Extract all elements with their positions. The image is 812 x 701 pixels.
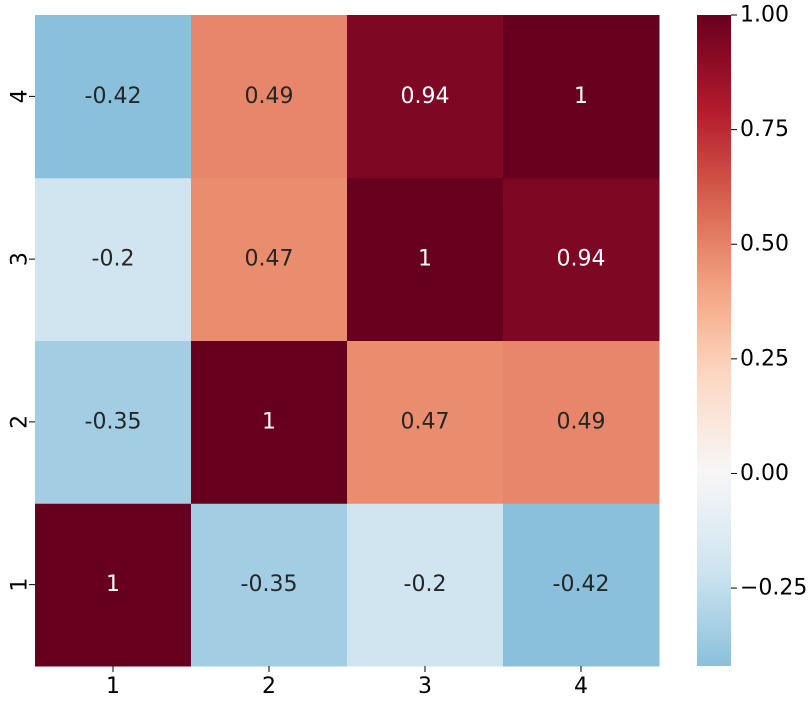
heatmap-cell — [35, 340, 192, 504]
cell-value-label: -0.2 — [92, 247, 135, 272]
cell-value-label: -0.42 — [553, 572, 610, 597]
heatmap-cell — [191, 503, 348, 667]
heatmap-grid: 1 -0.35 -0.2 -0.42 -0.35 1 0.47 0.49 -0.2 0.47 1 0.… — [35, 15, 660, 667]
cell-value-label: -0.42 — [85, 84, 142, 109]
y-tick-label: 4 — [8, 89, 33, 103]
y-axis: 1 2 3 4 — [8, 89, 35, 592]
cell-value-label: 1 — [262, 409, 276, 434]
x-axis: 1 2 3 4 — [106, 666, 588, 699]
cell-value-label: 1 — [106, 572, 120, 597]
cell-value-label: 0.94 — [557, 247, 606, 272]
x-tick-label: 3 — [418, 674, 432, 699]
heatmap-cell — [35, 503, 192, 667]
heatmap-cell — [503, 177, 660, 341]
heatmap-cell — [503, 340, 660, 504]
colorbar-ticks: 1.00 0.75 0.50 0.25 0.00 −0.25 — [731, 3, 807, 601]
heatmap-cell — [191, 340, 348, 504]
heatmap-cell — [347, 503, 504, 667]
colorbar: 1.00 0.75 0.50 0.25 0.00 −0.25 — [697, 3, 807, 666]
heatmap-cell — [503, 503, 660, 667]
colorbar-tick-label: 1.00 — [740, 3, 789, 28]
cell-value-label: 0.94 — [401, 84, 450, 109]
x-tick-label: 1 — [106, 674, 120, 699]
heatmap-cell — [347, 340, 504, 504]
cell-value-label: -0.35 — [85, 409, 142, 434]
cell-value-label: 0.47 — [401, 409, 450, 434]
heatmap-cell — [347, 177, 504, 341]
cell-value-label: -0.35 — [241, 572, 298, 597]
cell-value-label: 0.49 — [557, 409, 606, 434]
cell-value-label: 0.49 — [245, 84, 294, 109]
colorbar-tick-label: 0.00 — [740, 461, 789, 486]
cell-value-label: 0.47 — [245, 247, 294, 272]
heatmap-cell — [191, 177, 348, 341]
colorbar-tick-label: −0.25 — [740, 576, 807, 601]
heatmap-cell — [35, 15, 192, 179]
y-tick-label: 3 — [8, 252, 33, 266]
cell-value-label: 1 — [574, 84, 588, 109]
colorbar-gradient — [697, 15, 731, 666]
colorbar-tick-label: 0.25 — [740, 346, 789, 371]
x-tick-label: 4 — [574, 674, 588, 699]
heatmap-cell — [191, 15, 348, 179]
heatmap-cell — [35, 177, 192, 341]
heatmap-cell — [347, 15, 504, 179]
cell-value-label: -0.2 — [404, 572, 447, 597]
heatmap-cell — [503, 15, 660, 179]
y-tick-label: 1 — [8, 578, 33, 592]
cell-value-label: 1 — [418, 247, 432, 272]
colorbar-tick-label: 0.75 — [740, 117, 789, 142]
colorbar-tick-label: 0.50 — [740, 232, 789, 257]
y-tick-label: 2 — [8, 415, 33, 429]
x-tick-label: 2 — [262, 674, 276, 699]
